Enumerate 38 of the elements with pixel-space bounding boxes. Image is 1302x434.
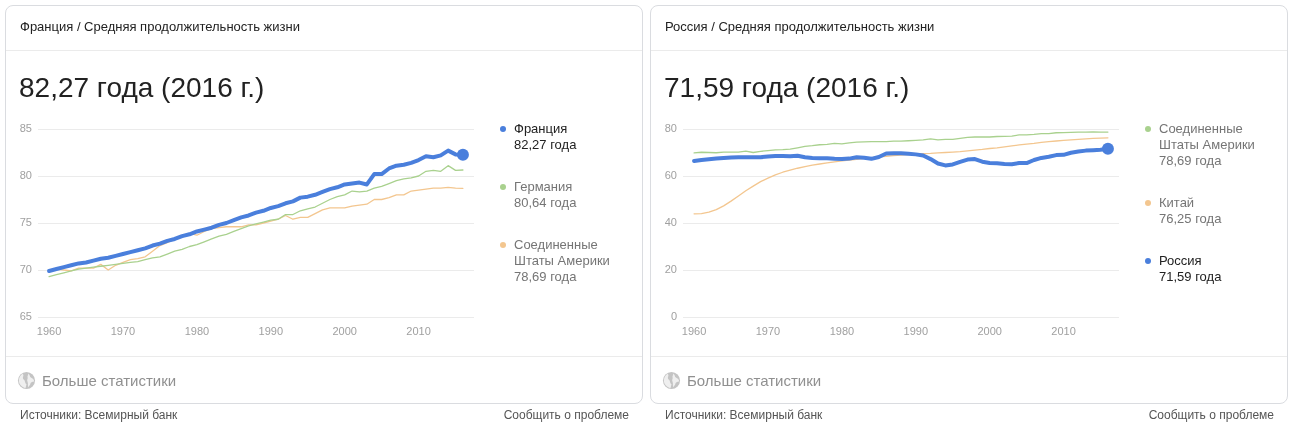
x-tick-label: 1990 bbox=[903, 324, 929, 337]
y-tick-label: 80 bbox=[664, 122, 677, 135]
y-tick-label: 75 bbox=[19, 216, 32, 229]
x-tick-label: 1960 bbox=[36, 324, 62, 337]
legend-label: Германия 80,64 года bbox=[514, 179, 578, 211]
legend-label: Соединенные Штаты Америки 78,69 года bbox=[1159, 121, 1256, 169]
x-tick-label: 1980 bbox=[184, 324, 210, 337]
text: Сообщить о проблеме bbox=[503, 408, 629, 422]
y-tick-label: 80 bbox=[19, 169, 32, 182]
y-tick-label: 40 bbox=[664, 216, 677, 229]
y-tick-label: 0 bbox=[670, 310, 677, 323]
y-tick-label: 60 bbox=[664, 169, 677, 182]
y-tick-label: 70 bbox=[19, 263, 32, 276]
legend-label: Россия 71,59 года bbox=[1159, 253, 1223, 285]
text: Больше статистики bbox=[42, 372, 177, 390]
x-tick-label: 1960 bbox=[681, 324, 707, 337]
y-tick-label: 85 bbox=[19, 122, 32, 135]
y-tick-label: 65 bbox=[19, 310, 32, 323]
x-tick-label: 1990 bbox=[258, 324, 284, 337]
text: Источники: Всемирный банк bbox=[665, 408, 823, 422]
chart-subtitle: 71,59 года (2016 г.) bbox=[664, 71, 910, 105]
chart-title: Россия / Средняя продолжительность жизни bbox=[665, 19, 935, 35]
legend-label: Франция 82,27 года bbox=[514, 121, 578, 153]
chart-title: Франция / Средняя продолжительность жизни bbox=[20, 19, 300, 35]
legend-label: Китай 76,25 года bbox=[1159, 195, 1223, 227]
x-tick-label: 2000 bbox=[977, 324, 1002, 337]
x-tick-label: 2010 bbox=[1051, 324, 1076, 337]
text: Больше статистики bbox=[687, 372, 822, 390]
text: Источники: Всемирный банк bbox=[20, 408, 178, 422]
x-tick-label: 1970 bbox=[110, 324, 136, 337]
x-tick-label: 2010 bbox=[406, 324, 431, 337]
x-tick-label: 1970 bbox=[755, 324, 781, 337]
chart-subtitle: 82,27 года (2016 г.) bbox=[19, 71, 265, 105]
y-tick-label: 20 bbox=[664, 263, 677, 276]
x-tick-label: 2000 bbox=[332, 324, 357, 337]
x-tick-label: 1980 bbox=[829, 324, 855, 337]
text: Сообщить о проблеме bbox=[1148, 408, 1274, 422]
legend-label: Соединенные Штаты Америки 78,69 года bbox=[514, 237, 611, 285]
